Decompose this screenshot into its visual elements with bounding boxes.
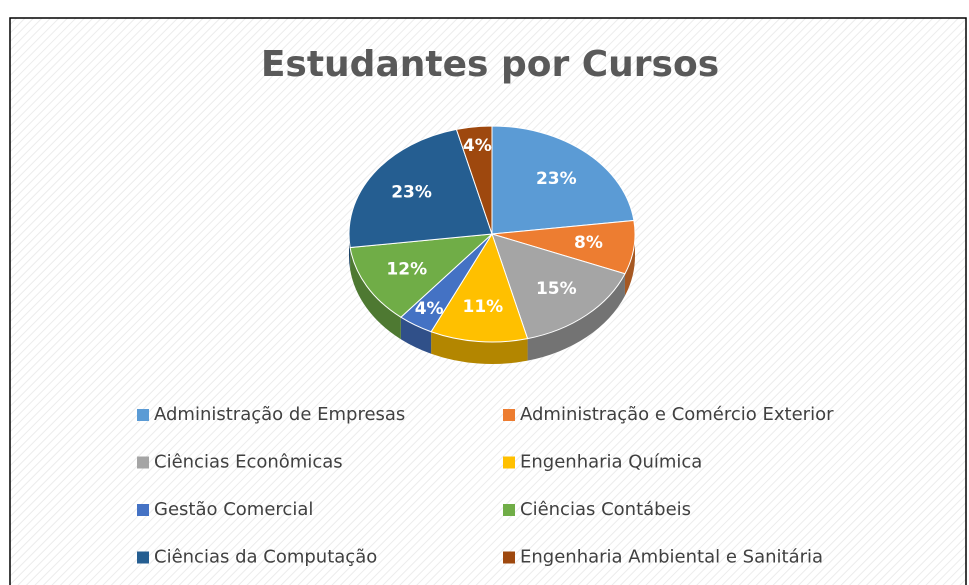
pie-slice [455,125,493,235]
legend-swatch [137,504,149,516]
pie-slice [348,128,493,249]
legend-swatch [137,409,149,421]
legend-swatch [503,409,515,421]
data-label: 4% [463,136,492,156]
pie-side [624,234,635,296]
pie-side [431,331,528,364]
data-label: 4% [415,299,444,319]
legend-label: Engenharia Química [520,452,702,473]
pie-side [527,273,625,361]
legend-swatch [503,456,515,469]
pie-side [400,317,432,354]
chart-title: Estudantes por Cursos [261,44,719,85]
pie-slice [491,125,635,235]
data-label: 15% [536,279,577,299]
legend-swatch [137,456,149,469]
legend-label: Ciências Econômicas [154,452,343,473]
data-label: 12% [386,259,427,279]
data-label: 11% [462,297,503,317]
pie-side [350,247,401,340]
legend-swatch [137,551,149,564]
data-label: 8% [574,233,603,253]
legend-label: Ciências da Computação [154,547,377,568]
pie-slice [491,233,626,340]
data-label: 23% [391,183,432,203]
legend-label: Administração de Empresas [154,404,405,425]
legend-swatch [503,504,515,516]
legend-label: Engenharia Ambiental e Sanitária [520,547,823,568]
legend-swatch [503,551,515,564]
pie-slice [349,233,494,318]
legend-label: Ciências Contábeis [520,499,691,520]
pie-slice [430,232,529,343]
data-label: 23% [536,169,577,189]
legend-label: Gestão Comercial [154,499,313,520]
legend-label: Administração e Comércio Exterior [520,404,834,425]
